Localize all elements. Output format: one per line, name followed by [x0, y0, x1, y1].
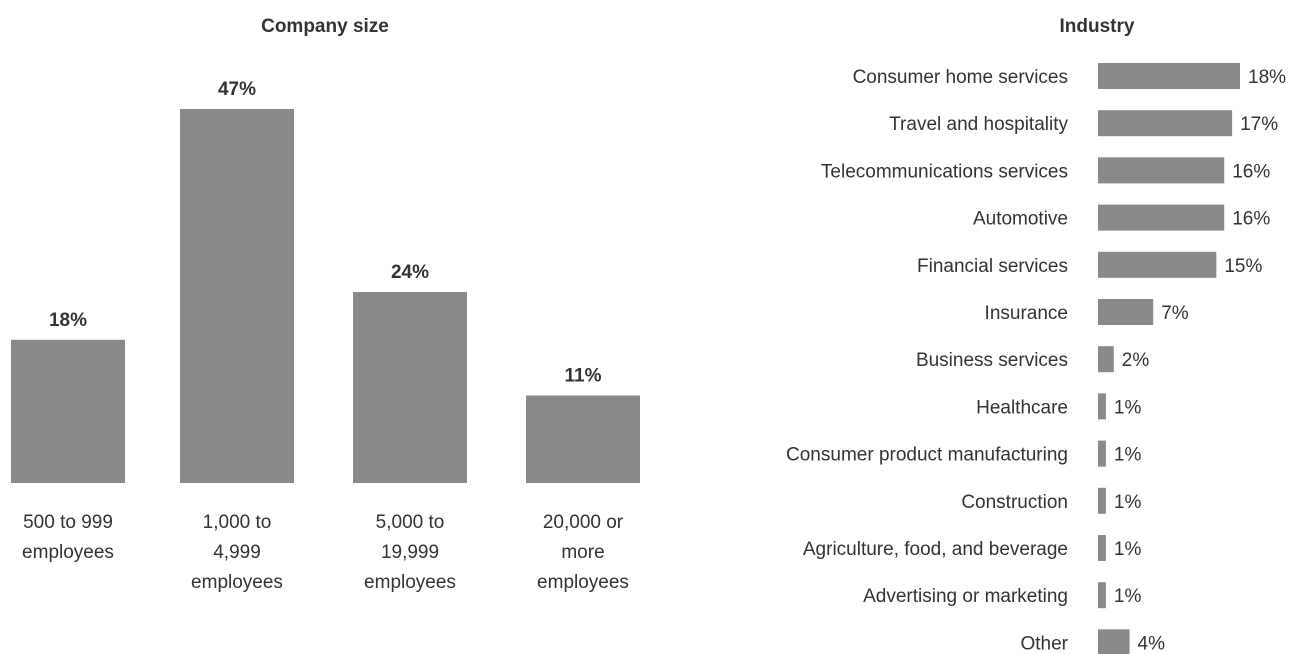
- company-size-category-label: employees: [364, 572, 456, 593]
- industry-category-label: Automotive: [973, 209, 1068, 230]
- company-size-bar: [11, 339, 125, 483]
- industry-value-label: 4%: [1138, 633, 1166, 654]
- company-size-category-label: employees: [191, 572, 283, 593]
- industry-bar: [1098, 157, 1225, 184]
- industry-category-label: Advertising or marketing: [863, 586, 1068, 607]
- company-size-bar: [526, 395, 640, 483]
- company-size-value-label: 47%: [218, 79, 256, 100]
- industry-value-label: 18%: [1248, 67, 1286, 88]
- company-size-chart: 18% 500 to 999 employees 47% 1,000 to 4,999 em…: [11, 79, 640, 593]
- industry-bar: [1098, 535, 1106, 561]
- industry-category-label: Travel and hospitality: [889, 114, 1068, 135]
- industry-bar: [1098, 63, 1240, 89]
- company-size-category-label: employees: [537, 572, 629, 593]
- industry-value-label: 1%: [1114, 492, 1142, 513]
- industry-category-label: Healthcare: [976, 397, 1068, 418]
- industry-category-label: Agriculture, food, and beverage: [803, 539, 1068, 560]
- company-size-category-label: employees: [22, 542, 114, 563]
- industry-category-label: Insurance: [985, 303, 1068, 324]
- industry-value-label: 16%: [1232, 209, 1270, 230]
- company-size-category-label: 1,000 to: [203, 512, 272, 533]
- industry-category-label: Consumer product manufacturing: [786, 445, 1068, 466]
- industry-bar: [1098, 393, 1106, 420]
- company-size-category-label: more: [561, 542, 604, 563]
- industry-category-label: Financial services: [917, 256, 1068, 277]
- company-size-category-label: 4,999: [213, 542, 261, 563]
- company-size-title: Company size: [261, 16, 389, 37]
- industry-bar: [1098, 440, 1106, 467]
- company-size-category-label: 500 to 999: [23, 512, 113, 533]
- company-size-category-label: 20,000 or: [543, 512, 624, 533]
- industry-bar: [1098, 629, 1130, 654]
- industry-value-label: 16%: [1232, 161, 1270, 182]
- company-size-category-label: 19,999: [381, 542, 439, 563]
- company-size-bar: [353, 292, 467, 483]
- industry-chart: Consumer home services 18% Travel and hosp…: [786, 63, 1286, 654]
- industry-bar: [1098, 110, 1233, 137]
- industry-bar: [1098, 299, 1154, 325]
- industry-category-label: Construction: [961, 492, 1068, 513]
- industry-bar: [1098, 346, 1114, 373]
- industry-bar: [1098, 582, 1106, 609]
- industry-category-label: Business services: [916, 350, 1068, 371]
- industry-value-label: 7%: [1161, 303, 1189, 324]
- industry-bar: [1098, 204, 1225, 231]
- industry-value-label: 17%: [1240, 114, 1278, 135]
- industry-title: Industry: [1060, 16, 1135, 37]
- industry-value-label: 1%: [1114, 539, 1142, 560]
- company-size-value-label: 11%: [565, 365, 602, 386]
- industry-value-label: 2%: [1122, 350, 1150, 371]
- industry-category-label: Other: [1020, 633, 1068, 654]
- company-size-value-label: 24%: [391, 262, 429, 283]
- industry-value-label: 15%: [1224, 256, 1262, 277]
- industry-category-label: Telecommunications services: [821, 161, 1068, 182]
- industry-bar: [1098, 251, 1217, 278]
- company-size-category-label: 5,000 to: [376, 512, 445, 533]
- industry-value-label: 1%: [1114, 397, 1142, 418]
- company-size-bar: [180, 109, 294, 483]
- industry-bar: [1098, 487, 1106, 514]
- industry-category-label: Consumer home services: [853, 67, 1068, 88]
- company-size-value-label: 18%: [49, 310, 87, 331]
- industry-value-label: 1%: [1114, 445, 1142, 466]
- industry-value-label: 1%: [1114, 586, 1142, 607]
